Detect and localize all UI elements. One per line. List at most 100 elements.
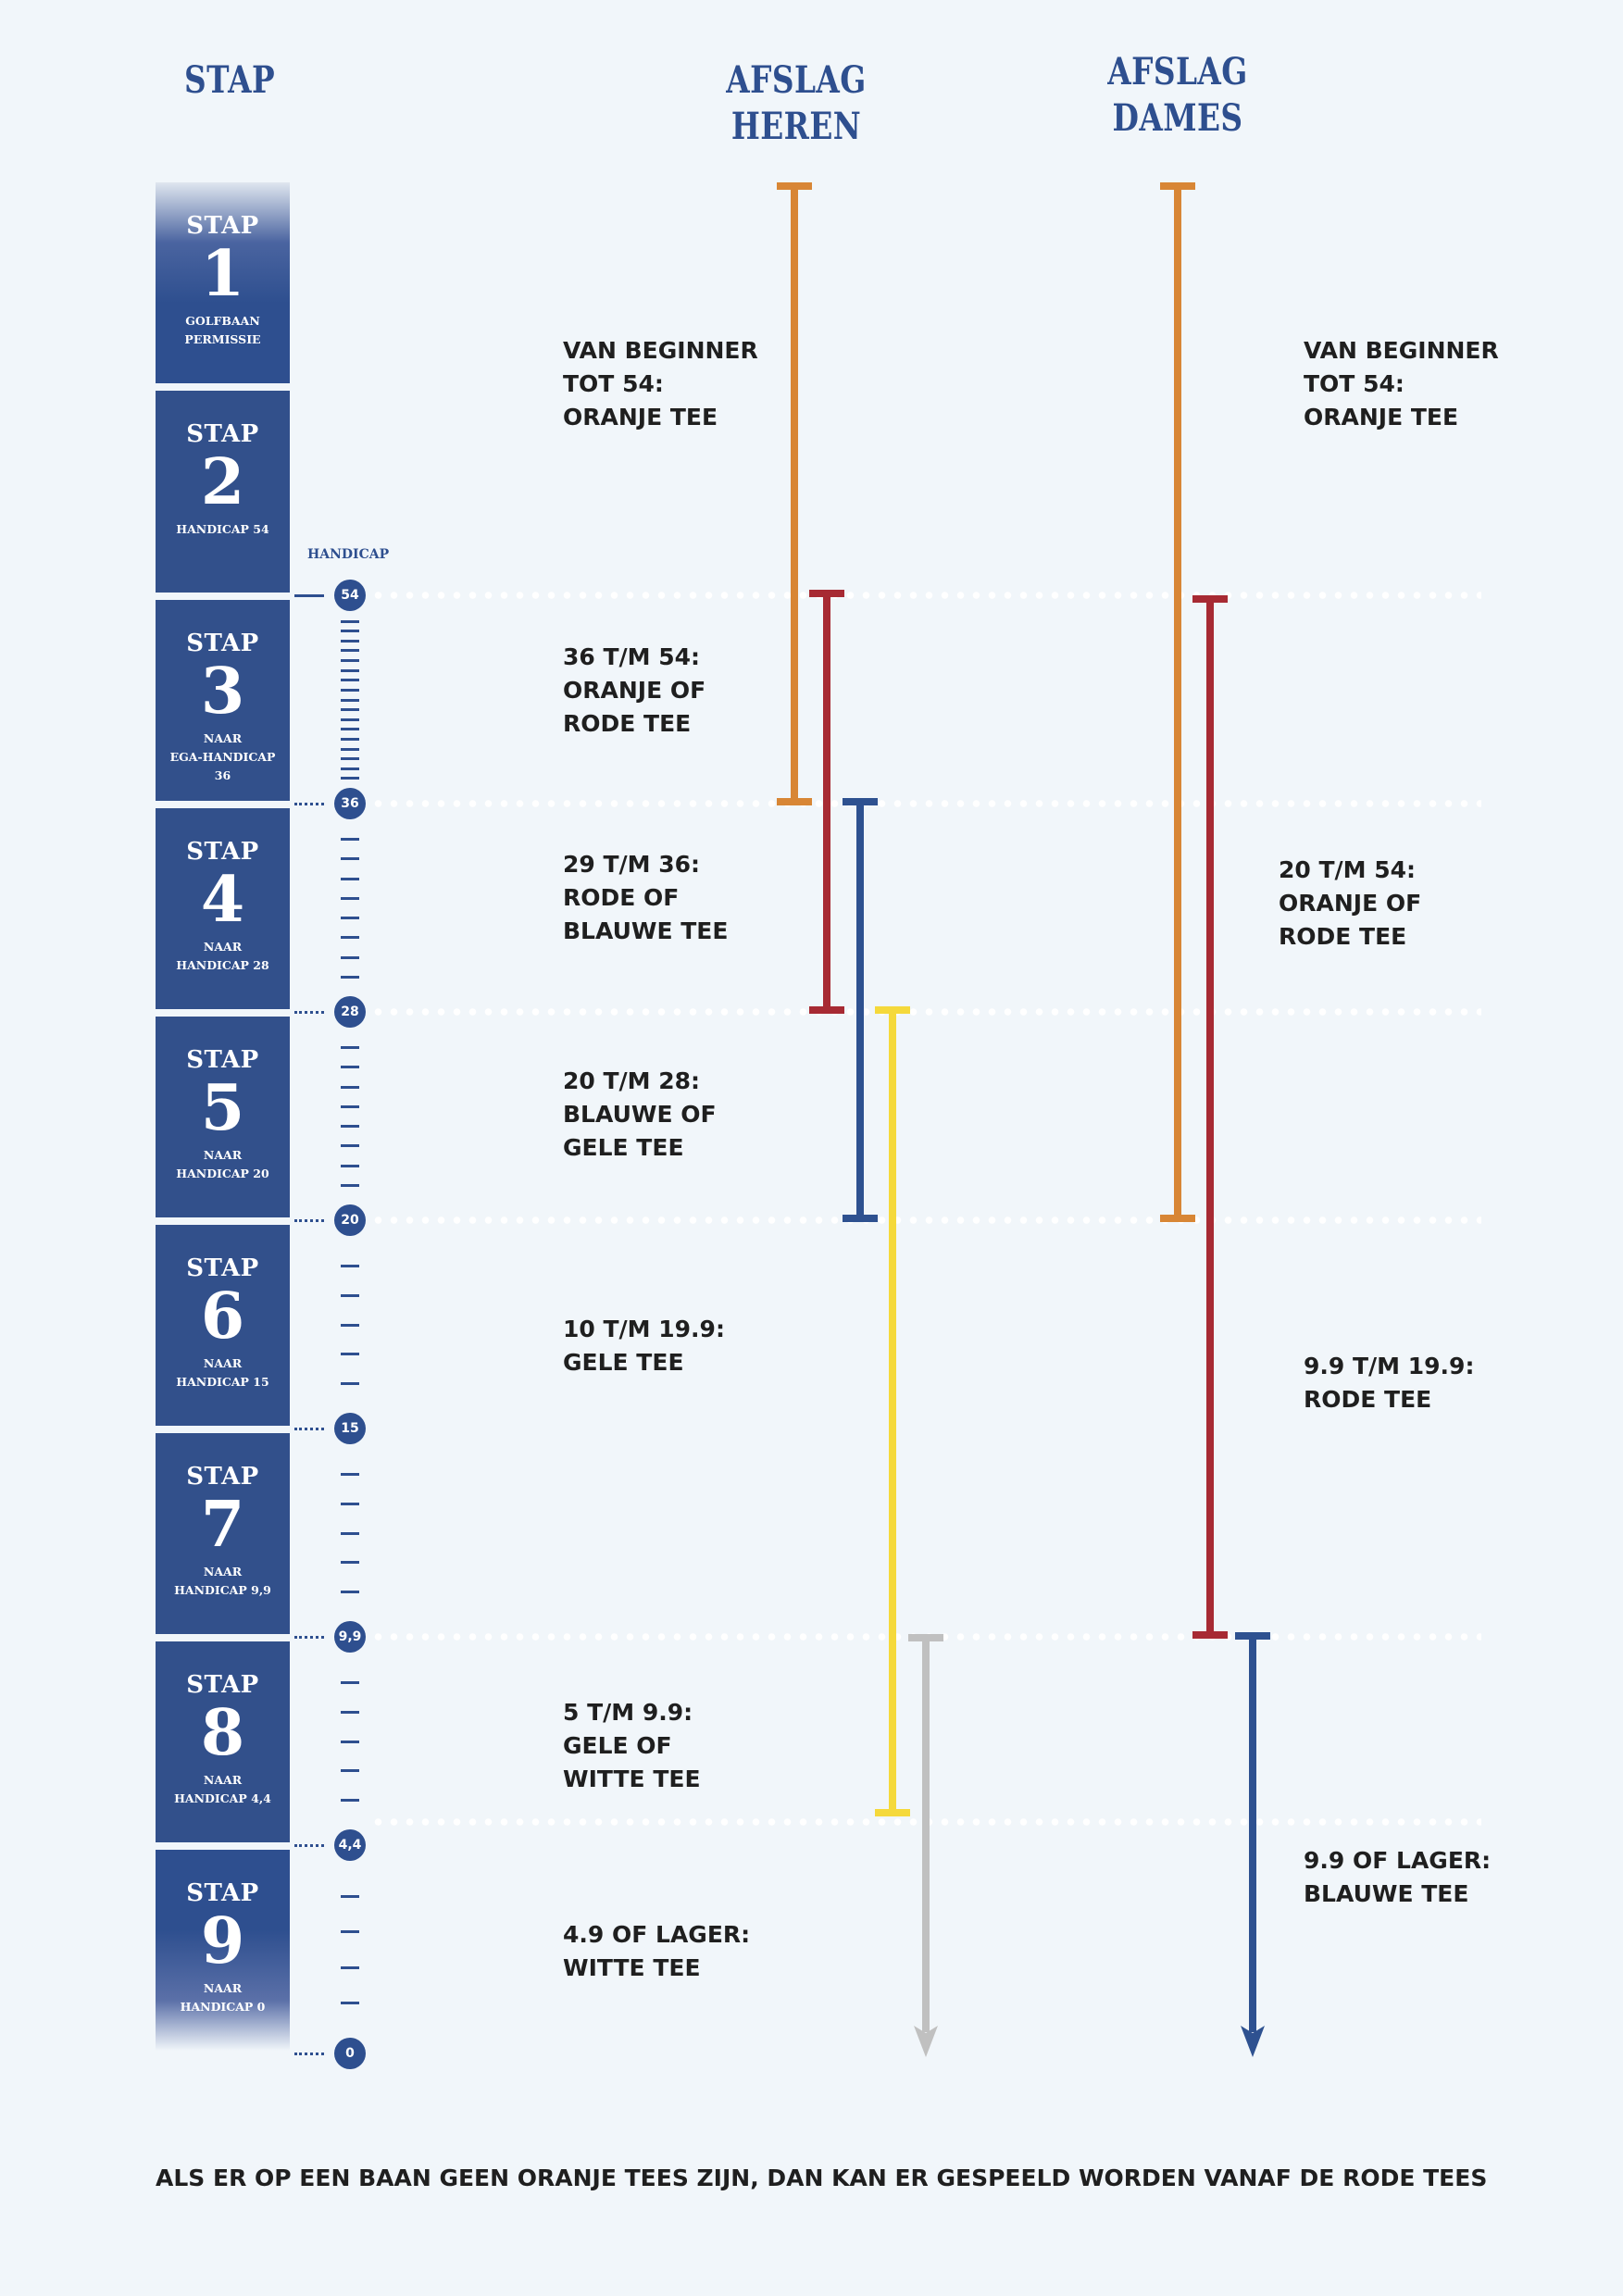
header-dames-line2: DAMES — [1112, 96, 1243, 140]
step-sub: HANDICAP 54 — [176, 522, 269, 536]
handicap-tick — [341, 1382, 359, 1385]
handicap-connector — [294, 1011, 324, 1014]
step-sub: HANDICAP 0 — [180, 2000, 266, 2014]
step-block-6: STAP 6 NAAR HANDICAP 15 — [156, 1225, 290, 1426]
heren-text-20-28: 20 T/M 28: BLAUWE OF GELE TEE — [563, 1067, 717, 1161]
footer-note: ALS ER OP EEN BAAN GEEN ORANJE TEES ZIJN… — [156, 2165, 1488, 2191]
handicap-connector — [294, 803, 324, 805]
handicap-tick — [341, 1066, 359, 1068]
handicap-connector — [294, 594, 324, 597]
step-word: STAP — [186, 1671, 259, 1699]
handicap-tick — [341, 917, 359, 919]
bar-heren-wit-arrow — [908, 1634, 943, 2057]
handicap-tick — [341, 738, 359, 741]
step-sub: HANDICAP 4,4 — [174, 1791, 271, 1805]
header-heren-line1: AFSLAG — [726, 58, 867, 102]
step-number: 5 — [200, 1071, 245, 1145]
step-sub: PERMISSIE — [184, 332, 261, 346]
step-sub: NAAR — [203, 940, 243, 954]
step-number: 6 — [200, 1279, 245, 1354]
handicap-tick — [341, 976, 359, 979]
step-block-5: STAP 5 NAAR HANDICAP 20 — [156, 1017, 290, 1217]
step-sub: GOLFBAAN — [185, 314, 260, 328]
handicap-tick — [341, 708, 359, 711]
dames-text-9-9-lager: 9.9 OF LAGER: BLAUWE TEE — [1304, 1847, 1492, 1907]
step-sub: HANDICAP 15 — [176, 1375, 269, 1389]
handicap-tick — [341, 728, 359, 730]
bar-heren-oranje — [777, 182, 812, 805]
step-block-1: STAP 1 GOLFBAAN PERMISSIE — [156, 182, 290, 383]
handicap-connector — [294, 2053, 324, 2055]
handicap-marker: 54 — [334, 580, 366, 611]
handicap-tick — [341, 1105, 359, 1108]
handicap-tick — [341, 718, 359, 721]
header-heren-line2: HEREN — [730, 105, 862, 148]
step-block-8: STAP 8 NAAR HANDICAP 4,4 — [156, 1641, 290, 1842]
step-sub: NAAR — [203, 1148, 243, 1162]
handicap-marker: 0 — [334, 2038, 366, 2069]
step-block-9: STAP 9 NAAR HANDICAP 0 — [156, 1850, 290, 2051]
step-sub: NAAR — [203, 731, 243, 745]
header-afslag-dames: AFSLAG DAMES — [1102, 49, 1254, 142]
handicap-tick — [341, 1930, 359, 1933]
handicap-tick — [341, 699, 359, 702]
handicap-tick — [341, 857, 359, 860]
handicap-marker: 20 — [334, 1204, 366, 1236]
handicap-connector — [294, 1219, 324, 1222]
handicap-tick — [341, 838, 359, 841]
step-number: 9 — [200, 1904, 245, 1978]
handicap-tick — [341, 1265, 359, 1267]
handicap-tick — [341, 1086, 359, 1089]
handicap-tick — [341, 1711, 359, 1714]
heren-text-29-36: 29 T/M 36: RODE OF BLAUWE TEE — [563, 851, 729, 944]
handicap-tick — [341, 679, 359, 681]
step-word: STAP — [186, 838, 259, 866]
handicap-tick — [341, 757, 359, 760]
handicap-tick — [341, 956, 359, 959]
step-word: STAP — [186, 1879, 259, 1907]
guide-line-36 — [370, 800, 1481, 807]
handicap-tick — [341, 748, 359, 751]
bar-heren-rood — [809, 590, 844, 1014]
step-block-2: STAP 2 HANDICAP 54 — [156, 391, 290, 593]
heren-text-oranje: VAN BEGINNER TOT 54: ORANJE TEE — [563, 337, 758, 430]
step-block-7: STAP 7 NAAR HANDICAP 9,9 — [156, 1433, 290, 1634]
handicap-tick — [341, 1184, 359, 1187]
handicap-tick — [341, 1769, 359, 1772]
handicap-tick — [341, 1681, 359, 1684]
handicap-connector — [294, 1844, 324, 1847]
handicap-tick — [341, 689, 359, 692]
bar-heren-blauw — [843, 798, 878, 1222]
step-sub: HANDICAP 9,9 — [174, 1583, 271, 1597]
handicap-tick — [341, 1294, 359, 1297]
handicap-tick — [341, 649, 359, 652]
handicap-marker: 9,9 — [334, 1621, 366, 1653]
handicap-tick — [341, 1895, 359, 1898]
heren-text-5-9-9: 5 T/M 9.9: GELE OF WITTE TEE — [563, 1699, 701, 1792]
handicap-tick — [341, 767, 359, 770]
handicap-tick — [341, 1799, 359, 1802]
step-block-4: STAP 4 NAAR HANDICAP 28 — [156, 808, 290, 1009]
step-word: STAP — [186, 420, 259, 448]
handicap-tick — [341, 1165, 359, 1167]
handicap-tick — [341, 897, 359, 900]
handicap-tick — [341, 1473, 359, 1476]
step-word: STAP — [186, 1254, 259, 1282]
handicap-tick — [341, 1125, 359, 1128]
guide-line-54 — [370, 592, 1481, 599]
handicap-tick — [341, 936, 359, 939]
handicap-tick — [341, 1046, 359, 1049]
step-number: 7 — [200, 1488, 245, 1562]
handicap-tick — [341, 640, 359, 643]
handicap-marker: 4,4 — [334, 1829, 366, 1861]
handicap-tick — [341, 1324, 359, 1327]
step-number: 8 — [200, 1696, 245, 1770]
step-sub: 36 — [214, 768, 231, 782]
guide-line-28 — [370, 1008, 1481, 1016]
handicap-tick — [341, 630, 359, 632]
step-number: 1 — [200, 237, 245, 311]
handicap-tick — [341, 620, 359, 623]
handicap-scale-label: HANDICAP — [307, 547, 390, 562]
heren-text-10-19-9: 10 T/M 19.9: GELE TEE — [563, 1316, 725, 1376]
handicap-marker: 36 — [334, 788, 366, 819]
